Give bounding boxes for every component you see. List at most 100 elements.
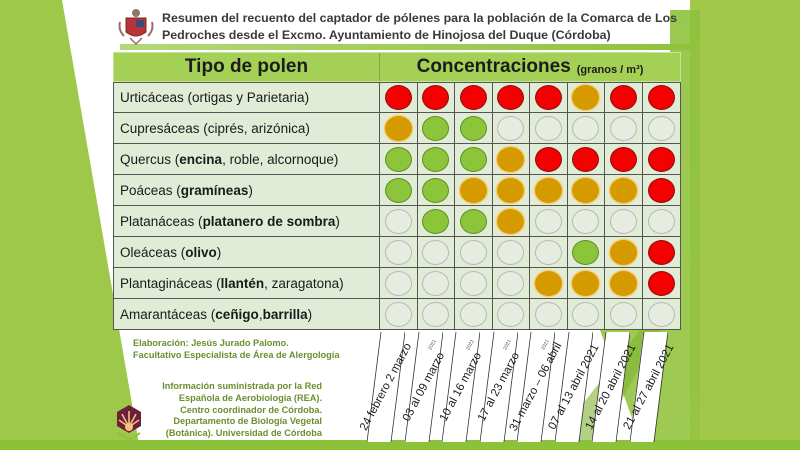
- concentrations-unit: (granos / m³): [576, 63, 644, 76]
- empty-level-dot-icon: [647, 115, 675, 141]
- concentration-cell: [643, 237, 681, 267]
- red-level-dot-icon: [609, 85, 637, 110]
- concentration-cell: [455, 206, 493, 236]
- green-level-dot-icon: [384, 177, 412, 203]
- pollen-common-name: ceñigo: [215, 306, 259, 322]
- empty-level-dot-icon: [422, 239, 450, 265]
- empty-level-dot-icon: [459, 270, 487, 296]
- empty-level-dot-icon: [609, 208, 637, 234]
- red-level-dot-icon: [534, 85, 562, 110]
- pollen-common-name: gramíneas: [180, 182, 249, 198]
- red-level-dot-icon: [384, 85, 412, 110]
- week-label-border: [517, 332, 555, 442]
- red-level-dot-icon: [647, 270, 675, 296]
- week-label: 21 al 27 abril 2021: [621, 332, 676, 442]
- concentration-cell: [455, 299, 493, 329]
- concentration-cell: [643, 83, 681, 112]
- empty-level-dot-icon: [384, 301, 412, 327]
- concentration-cell: [493, 83, 530, 112]
- source-line: Departamento de Biología Vegetal: [173, 416, 322, 427]
- concentration-cell: [530, 175, 568, 205]
- empty-level-dot-icon: [384, 208, 412, 234]
- concentration-cell: [530, 206, 568, 236]
- concentration-cell: [568, 299, 605, 329]
- week-label-border: [629, 332, 668, 442]
- orange-level-dot-icon: [572, 85, 600, 110]
- empty-level-dot-icon: [459, 239, 487, 265]
- pollen-name-text: Quercus (: [120, 151, 180, 167]
- pollen-type-name: Plantagináceas (llantén, zaragatona): [114, 268, 380, 298]
- week-label: 07 al 13 abril 2021: [546, 332, 601, 442]
- empty-level-dot-icon: [534, 301, 562, 327]
- concentration-cell: [455, 83, 493, 112]
- concentration-cell: [380, 144, 418, 174]
- concentration-cell: [493, 237, 530, 267]
- background-bottom-band: [0, 440, 800, 450]
- green-level-dot-icon: [459, 115, 487, 141]
- empty-level-dot-icon: [422, 270, 450, 296]
- concentration-cell: [380, 299, 418, 329]
- concentration-cell: [418, 113, 455, 143]
- green-level-dot-icon: [422, 177, 450, 203]
- concentration-cell: [380, 237, 418, 267]
- green-level-dot-icon: [422, 115, 450, 141]
- green-level-dot-icon: [422, 146, 450, 172]
- concentration-cell: [643, 299, 681, 329]
- week-label: 03 al 09 marzo 2021: [400, 332, 447, 442]
- coat-of-arms-icon: [116, 6, 156, 46]
- concentration-cell: [418, 237, 455, 267]
- empty-level-dot-icon: [497, 301, 525, 327]
- pollen-common-name: llantén: [220, 275, 265, 291]
- red-level-dot-icon: [647, 239, 675, 265]
- orange-level-dot-icon: [459, 177, 487, 203]
- week-label-border: [554, 332, 593, 442]
- table-row: Cupresáceas (ciprés, arizónica): [113, 113, 681, 144]
- empty-level-dot-icon: [647, 301, 675, 327]
- concentration-cell: [568, 83, 605, 112]
- header-underline: [120, 44, 690, 50]
- week-label: 24 febrero 2 marzo: [358, 332, 414, 442]
- column-header-concentrations: Concentraciones (granos / m³): [380, 53, 680, 81]
- concentration-cell: [455, 268, 493, 298]
- concentration-cell: [493, 206, 530, 236]
- pollen-type-name: Oleáceas (olivo): [114, 237, 380, 267]
- concentration-cell: [605, 237, 643, 267]
- pollen-name-text: , zaragatona): [264, 275, 344, 291]
- concentration-cell: [455, 144, 493, 174]
- pollen-name-text: ): [248, 182, 253, 198]
- table-body: Urticáceas (ortigas y Parietaria) Cupresá…: [113, 82, 681, 330]
- table-row: Amarantáceas (ceñigo, barrilla): [113, 299, 681, 330]
- concentration-cell: [568, 113, 605, 143]
- pollen-common-name: olivo: [185, 244, 217, 260]
- pollen-table: Tipo de polen Concentraciones (granos / …: [113, 52, 681, 330]
- empty-level-dot-icon: [647, 208, 675, 234]
- orange-level-dot-icon: [609, 270, 637, 296]
- orange-level-dot-icon: [497, 146, 525, 172]
- pollen-common-name: encina: [179, 151, 223, 167]
- source-line: (Botánica). Universidad de Córdoba: [165, 428, 322, 439]
- week-label: 17 al 23 marzo 2021: [475, 332, 522, 442]
- red-level-dot-icon: [647, 177, 675, 203]
- empty-level-dot-icon: [497, 115, 525, 141]
- orange-level-dot-icon: [572, 177, 600, 203]
- concentration-cell: [455, 175, 493, 205]
- concentration-cell: [530, 83, 568, 112]
- empty-level-dot-icon: [572, 301, 600, 327]
- pollen-common-name: platanero de sombra: [202, 213, 336, 229]
- concentration-cell: [418, 175, 455, 205]
- credits-author: Elaboración: Jesús Jurado Palomo.: [133, 338, 289, 348]
- pollen-common-name: barrilla: [262, 306, 308, 322]
- concentration-cell: [493, 144, 530, 174]
- pollen-type-name: Urticáceas (ortigas y Parietaria): [114, 83, 380, 112]
- empty-level-dot-icon: [422, 301, 450, 327]
- table-row: Quercus (encina, roble, alcornoque): [113, 144, 681, 175]
- empty-level-dot-icon: [459, 301, 487, 327]
- concentration-cell: [643, 144, 681, 174]
- pollen-name-text: ): [216, 244, 222, 260]
- concentration-cell: [493, 175, 530, 205]
- pollen-type-name: Quercus (encina, roble, alcornoque): [114, 144, 380, 174]
- concentration-cell: [418, 83, 455, 112]
- orange-level-dot-icon: [534, 270, 562, 296]
- week-label: 31 marzo – 06 abril 2021: [508, 332, 564, 442]
